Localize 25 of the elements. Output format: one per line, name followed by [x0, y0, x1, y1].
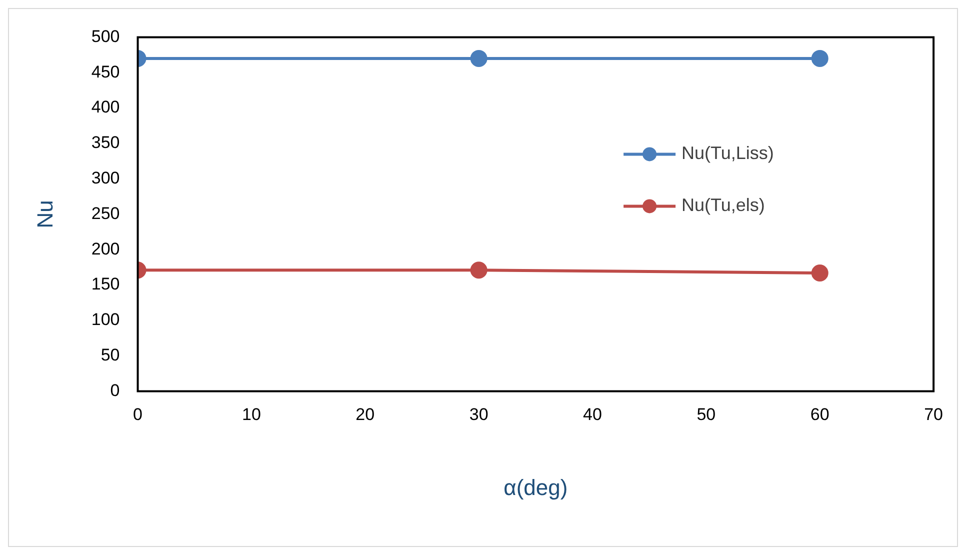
y-tick-label: 450	[91, 62, 120, 82]
x-tick-label: 70	[924, 405, 944, 424]
y-tick-label: 0	[110, 380, 120, 400]
x-tick-label: 30	[469, 405, 488, 424]
x-tick-label: 20	[356, 405, 375, 424]
y-tick-label: 400	[91, 98, 120, 117]
y-tick-label: 500	[91, 26, 120, 46]
y-tick-label: 50	[100, 345, 120, 364]
legend-label: Nu(Tu,Liss)	[682, 143, 774, 164]
y-tick-label: 250	[91, 204, 120, 223]
x-axis-title: α(deg)	[504, 474, 568, 500]
y-tick-label: 300	[91, 168, 120, 188]
point	[811, 50, 828, 67]
x-tick-label: 50	[696, 405, 716, 424]
y-tick-label: 350	[91, 133, 120, 152]
y-tick-label: 150	[91, 274, 120, 294]
x-tick-label: 0	[133, 405, 142, 424]
point	[811, 264, 828, 282]
y-tick-label: 100	[91, 310, 120, 330]
y-tick-label: 200	[91, 239, 120, 258]
x-tick-label: 60	[810, 405, 830, 424]
x-tick-label: 10	[242, 405, 261, 424]
x-tick-label: 40	[583, 405, 602, 424]
y-axis-title: Nu	[32, 200, 58, 228]
legend-label: Nu(Tu,els)	[682, 195, 765, 216]
